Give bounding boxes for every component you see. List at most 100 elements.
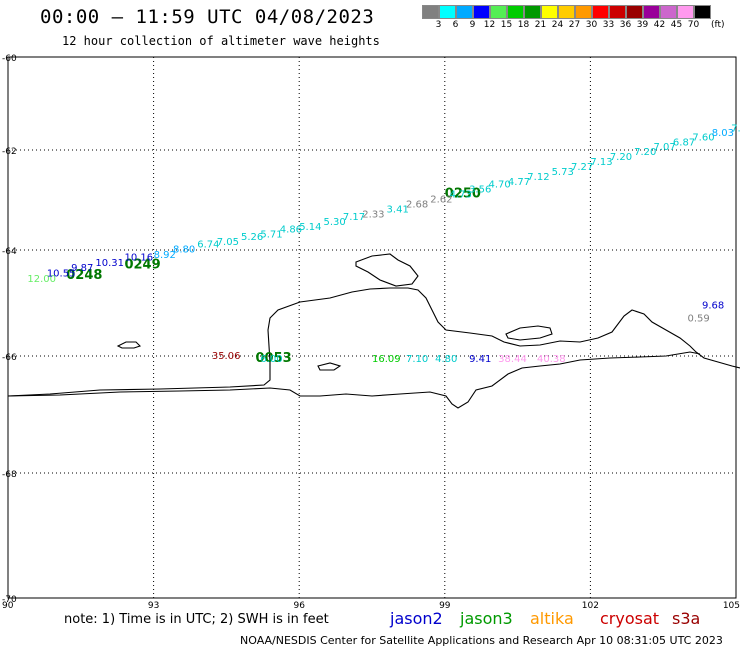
wave-height-label: 10.16 <box>124 253 153 264</box>
wave-height-label: 4.77 <box>508 177 530 188</box>
wave-height-label: 5.14 <box>299 222 321 233</box>
y-tick-label: -62 <box>2 147 17 157</box>
island-north <box>355 253 419 287</box>
footnote: note: 1) Time is in UTC; 2) SWH is in fe… <box>64 612 329 627</box>
wave-height-label: 7.10 <box>406 354 428 365</box>
x-tick-label: 96 <box>293 601 305 611</box>
track-time-label: 0053 <box>256 351 292 366</box>
wave-height-label: 3.41 <box>387 205 409 216</box>
wave-height-label: 4.80 <box>435 354 457 365</box>
antarctic-coastline <box>7 253 740 409</box>
wave-height-label: 7.13 <box>590 157 612 168</box>
wave-height-label: 7.12 <box>527 172 549 183</box>
wave-height-label: 7.20 <box>634 147 656 158</box>
wave-height-label: 7.07 <box>653 142 675 153</box>
wave-height-label: 6.00 <box>260 354 282 365</box>
legend-label: 12 <box>483 20 496 30</box>
wave-height-label: 5.26 <box>241 232 263 243</box>
legend-swatch <box>507 5 524 19</box>
legend-label: 45 <box>670 20 683 30</box>
wave-height-label: 9.68 <box>702 300 724 311</box>
wave-height-label: 2.33 <box>362 210 384 221</box>
legend-label: 33 <box>602 20 615 30</box>
satellite-label-jason3: jason3 <box>460 609 513 628</box>
wave-height-label: 4.86 <box>280 225 302 236</box>
island-east <box>505 325 553 341</box>
coastline-shelf <box>7 351 701 409</box>
legend-label: 3 <box>435 20 442 30</box>
legend-unit: (ft) <box>711 20 725 30</box>
x-tick-label: 99 <box>439 601 451 611</box>
x-tick-label: 93 <box>148 601 159 611</box>
wave-height-label: 3.56 <box>469 185 491 196</box>
legend-swatch <box>609 5 626 19</box>
x-tick-label: 90 <box>2 601 14 611</box>
satellite-label-cryosat: cryosat <box>600 609 660 628</box>
legend-swatch <box>592 5 609 19</box>
legend-swatch <box>422 5 439 19</box>
wave-height-label: 9.41 <box>469 354 491 365</box>
legend-label: 36 <box>619 20 632 30</box>
legend-swatch <box>643 5 660 19</box>
wave-height-label: 40.38 <box>537 354 566 365</box>
satellite-label-altika: altika <box>530 609 574 628</box>
legend-label: 39 <box>636 20 649 30</box>
legend-label: 42 <box>653 20 666 30</box>
legend-swatch <box>558 5 575 19</box>
credit-footer: NOAA/NESDIS Center for Satellite Applica… <box>240 634 723 647</box>
wave-height-label: 35.06 <box>212 351 241 362</box>
track-time-label: 0250 <box>445 187 481 202</box>
legend-label: 24 <box>551 20 564 30</box>
wave-height-label: 5.73 <box>552 167 574 178</box>
wave-height-label: 8.92 <box>154 250 176 261</box>
x-tick-label: 102 <box>582 601 599 611</box>
y-tick-label: -66 <box>2 353 17 363</box>
y-tick-label: -70 <box>2 595 17 605</box>
legend-swatch <box>541 5 558 19</box>
island-small-west <box>116 341 142 349</box>
wave-height-label: 4.70 <box>488 180 510 191</box>
wave-height-label: 7.27 <box>571 162 593 173</box>
legend-swatch <box>524 5 541 19</box>
legend-label: 18 <box>517 20 530 30</box>
legend-swatch <box>456 5 473 19</box>
wave-height-label: 4.73 <box>450 190 472 201</box>
legend-swatch <box>694 5 711 19</box>
wave-height-label: 38.44 <box>498 354 527 365</box>
wave-height-label: 8.03 <box>712 128 734 139</box>
legend-swatch <box>439 5 456 19</box>
wave-height-label: 6.87 <box>673 137 695 148</box>
legend-swatch <box>473 5 490 19</box>
wave-height-label: 16.09 <box>372 354 401 365</box>
track-time-label: 0248 <box>66 268 102 283</box>
wave-height-label: 7.60 <box>692 133 714 144</box>
track-time-label: 0249 <box>124 258 160 273</box>
legend-label: 70 <box>687 20 700 30</box>
track-time-labels: 0248024902500240053 <box>66 187 481 366</box>
coastline-main <box>7 287 740 397</box>
wave-height-label: 7.81 <box>731 123 740 134</box>
y-tick-label: -64 <box>2 247 17 257</box>
wave-height-label: 6.74 <box>197 240 219 251</box>
wave-height-label: 12.00 <box>27 274 56 285</box>
wave-height-label: 5.71 <box>260 230 282 241</box>
wave-height-label: 2.68 <box>406 200 428 211</box>
island-small-center <box>317 362 342 371</box>
wave-height-label: 8.80 <box>173 245 195 256</box>
x-tick-label: 105 <box>723 601 740 611</box>
wave-height-label: 5.30 <box>323 217 345 228</box>
legend-swatch <box>626 5 643 19</box>
y-tick-label: -60 <box>2 54 17 64</box>
color-legend: (ft) 3 6 9 12 15 18 21 24 27 30 33 36 39 42 45 70 <box>422 5 725 33</box>
legend-swatch <box>575 5 592 19</box>
wave-height-label: 7.05 <box>217 237 239 248</box>
page-subtitle: 12 hour collection of altimeter wave hei… <box>62 34 380 48</box>
satellite-label-jason2: jason2 <box>390 609 443 628</box>
wave-height-label: 7.20 <box>610 152 632 163</box>
satellite-label-s3a: s3a <box>672 609 701 628</box>
y-tick-label: -68 <box>2 470 17 480</box>
legend-swatch <box>660 5 677 19</box>
